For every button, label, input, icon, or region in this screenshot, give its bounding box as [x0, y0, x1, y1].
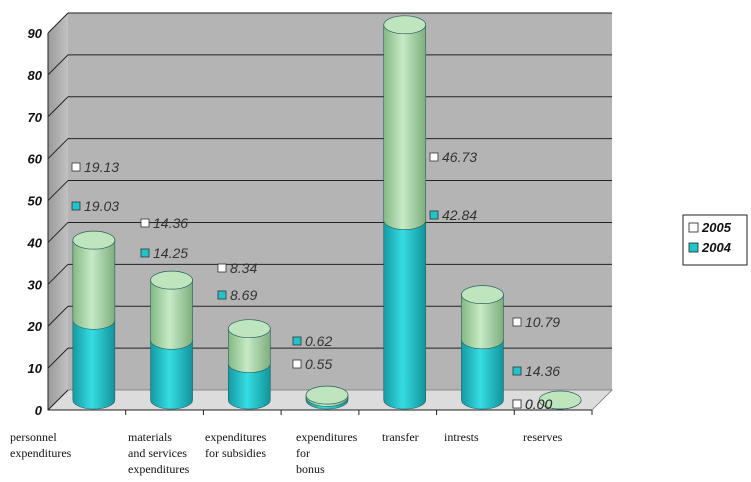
gridline-side	[47, 12, 69, 34]
gridline-side	[47, 305, 69, 327]
data-label-marker	[140, 218, 150, 228]
y-tick-label: 90	[28, 26, 43, 41]
y-tick-label: 40	[27, 235, 43, 250]
gridline-side	[47, 347, 69, 369]
x-tick-label: reserves	[523, 430, 563, 444]
gridline-side	[47, 96, 69, 118]
bar-top-cap	[72, 230, 116, 250]
x-axis: personnel expenditures materials and servic…	[10, 409, 593, 476]
legend-swatch-2004	[688, 242, 699, 253]
data-label: 0.55	[305, 356, 332, 372]
bar-stack	[538, 390, 582, 410]
y-tick-label: 70	[28, 110, 43, 125]
bar-top-cap	[538, 390, 582, 410]
data-label-marker	[512, 317, 522, 327]
bar-stack	[227, 319, 271, 410]
data-label: 19.03	[84, 198, 119, 214]
data-labels: 19.03 19.13 14.25 14.36 8.69 8.34 0.62 0.55 42.8…	[71, 149, 560, 412]
bar-top-cap	[227, 319, 271, 339]
data-label-marker	[292, 359, 302, 369]
back-wall	[68, 13, 612, 390]
bar-top-cap	[150, 270, 193, 290]
bar-2005-4	[383, 24, 427, 230]
x-tick-label: expenditures	[128, 462, 190, 476]
gridline-side	[47, 54, 69, 76]
bar-top-cap	[383, 15, 427, 35]
data-label: 8.34	[230, 260, 257, 276]
data-label: 46.73	[442, 149, 477, 165]
data-label-marker	[71, 201, 81, 211]
x-tick-label: expenditures	[10, 446, 72, 460]
data-label: 14.36	[525, 363, 560, 379]
x-tick-label: and services	[128, 446, 187, 460]
x-tick-label: bonus	[296, 462, 325, 476]
bar-stack	[305, 385, 349, 410]
y-tick-label: 20	[27, 319, 43, 334]
bar-2004-2	[227, 363, 271, 410]
bar-2005-5	[461, 294, 504, 350]
bar-2005-2	[227, 328, 271, 373]
legend-label-2005: 2005	[701, 220, 732, 235]
bar-stack	[72, 230, 116, 410]
gridline-side	[47, 222, 69, 243]
legend-swatch-2005	[688, 222, 699, 233]
bar-stack	[461, 285, 504, 410]
data-label-marker	[292, 336, 302, 346]
bar-top-cap	[461, 285, 504, 304]
data-label: 10.79	[525, 314, 560, 330]
data-label: 8.69	[230, 287, 257, 303]
x-tick-label: intrests	[444, 430, 479, 444]
y-tick-label: 30	[28, 277, 43, 292]
chart-walls	[47, 13, 613, 411]
data-label: 42.84	[442, 207, 477, 223]
data-label-marker	[429, 210, 439, 220]
y-tick-label: 60	[28, 152, 43, 167]
bar-2005-0	[72, 239, 116, 330]
gridline-side	[47, 138, 69, 160]
bar-2005-1	[150, 279, 193, 350]
data-label: 0.62	[305, 333, 332, 349]
gridline-side	[47, 180, 69, 201]
bar-2004-5	[461, 339, 504, 410]
data-label-marker	[140, 248, 150, 258]
data-label: 19.13	[84, 159, 119, 175]
y-tick-label: 50	[28, 194, 43, 209]
data-label-marker	[71, 162, 81, 172]
data-label-marker	[512, 399, 522, 409]
chart-bars	[72, 15, 582, 410]
data-label-marker	[429, 152, 439, 162]
data-label-marker	[217, 263, 227, 273]
data-label: 14.25	[153, 245, 188, 261]
y-tick-label: 10	[28, 361, 43, 376]
bar-2004-4	[383, 220, 427, 410]
bar-2004-1	[150, 340, 193, 410]
x-tick-label: for	[296, 446, 310, 460]
bar-stack	[383, 15, 427, 410]
data-label-marker	[512, 366, 522, 376]
x-tick-label: for subsidies	[205, 446, 266, 460]
y-axis: 0 10 20 30 40 50 60 70 80 90	[27, 26, 49, 418]
legend: 2005 2004	[682, 214, 748, 266]
y-tick-label: 0	[35, 403, 43, 418]
legend-label-2004: 2004	[701, 240, 732, 255]
x-tick-label: materials	[128, 430, 172, 444]
data-label: 0.00	[525, 396, 552, 412]
bar-top-cap	[305, 385, 349, 405]
data-label-marker	[217, 290, 227, 300]
x-tick-label: transfer	[382, 430, 419, 444]
x-tick-label: expenditures	[296, 430, 358, 444]
bar-stack	[150, 270, 193, 410]
gridline-side	[47, 389, 69, 411]
data-label: 14.36	[153, 215, 188, 231]
x-tick-label: expenditures	[205, 430, 267, 444]
x-tick-label: personnel	[10, 430, 57, 444]
gridline-side	[47, 263, 69, 285]
y-tick-label: 80	[28, 68, 43, 83]
data-label: 0.00	[525, 396, 552, 412]
bar-2004-0	[72, 319, 116, 410]
